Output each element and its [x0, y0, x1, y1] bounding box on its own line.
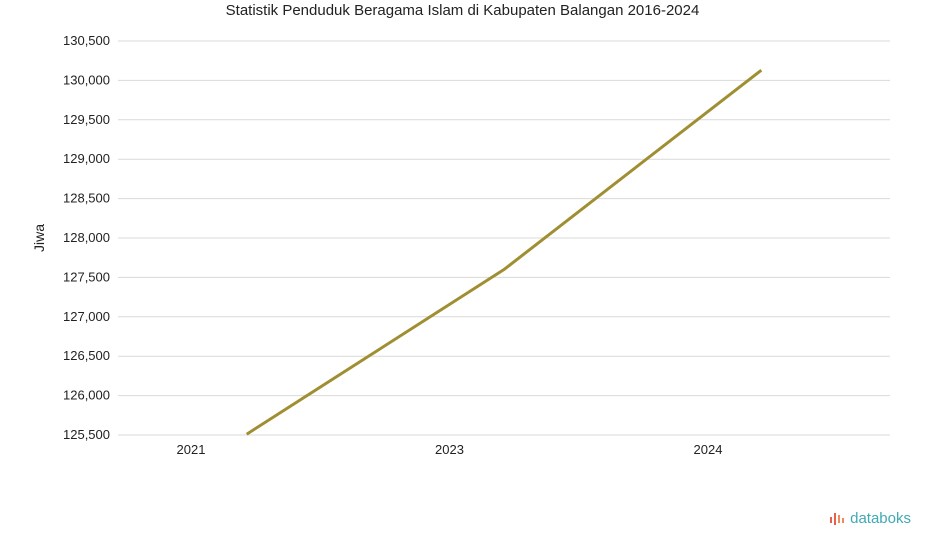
- series-line: [245, 68, 763, 436]
- y-tick-label: 127,000: [63, 309, 110, 324]
- y-tick-label: 125,500: [63, 427, 110, 442]
- databoks-logo-icon: [830, 512, 845, 525]
- x-tick-label: 2024: [694, 442, 723, 457]
- chart-title: Statistik Penduduk Beragama Islam di Kab…: [225, 2, 700, 19]
- gridlines: [118, 40, 890, 436]
- y-tick-label: 130,500: [63, 33, 110, 48]
- series-layer: [245, 68, 763, 436]
- y-tick-label: 126,000: [63, 388, 110, 403]
- databoks-brand: databoks: [829, 510, 911, 527]
- y-tick-label: 127,500: [63, 269, 110, 284]
- x-axis-ticks: 2021 2023 2024: [177, 442, 723, 457]
- brand-name: databoks: [850, 510, 911, 527]
- y-tick-label: 129,000: [63, 151, 110, 166]
- y-axis-ticks: 125,500 126,000 126,500 127,000 127,500 128,0…: [63, 33, 110, 442]
- y-tick-label: 128,000: [63, 230, 110, 245]
- y-tick-label: 129,500: [63, 112, 110, 127]
- x-tick-label: 2021: [177, 442, 206, 457]
- y-tick-label: 126,500: [63, 348, 110, 363]
- y-tick-label: 128,500: [63, 191, 110, 206]
- y-axis-title: Jiwa: [31, 224, 47, 252]
- x-tick-label: 2023: [435, 442, 464, 457]
- y-tick-label: 130,000: [63, 72, 110, 87]
